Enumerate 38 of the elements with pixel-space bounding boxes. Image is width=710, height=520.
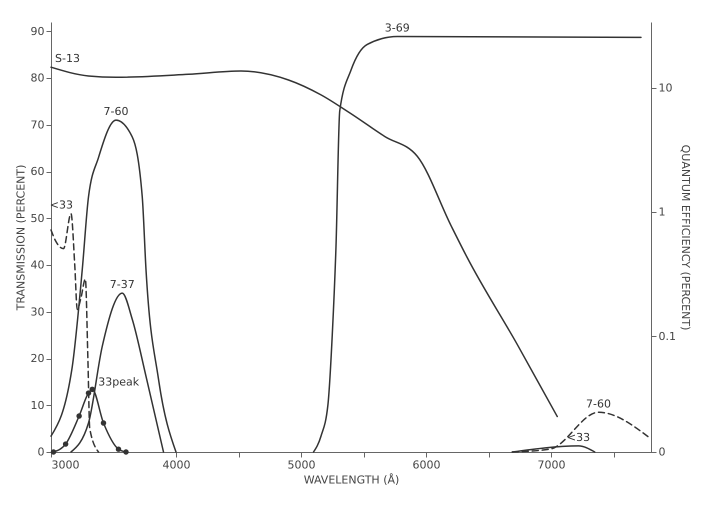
series-label: 7-60 <box>104 105 128 118</box>
series-label: 7-37 <box>110 278 135 292</box>
point <box>90 386 95 392</box>
series-label: 33peak <box>98 375 140 388</box>
x-tick-label: 6000 <box>412 458 440 472</box>
point <box>123 449 129 455</box>
y-tick-label: 50 <box>30 212 44 225</box>
y2-tick-label: 0 <box>658 446 666 458</box>
y2-tick-label: 1 <box>658 206 666 219</box>
y-tick-label: 70 <box>30 118 44 132</box>
y-axis-title: TRANSMISSION (PERCENT) <box>14 164 28 312</box>
x-tick-label: 5000 <box>288 458 316 472</box>
point <box>116 446 122 452</box>
y-tick-label: 80 <box>30 72 44 85</box>
series-label: 3-69 <box>384 21 410 34</box>
point <box>86 390 92 396</box>
point <box>62 441 68 447</box>
y2-axis-title: QUANTUM EFFICIENCY (PERCENT) <box>678 144 692 330</box>
line-series <box>50 119 177 453</box>
y-tick-label: 30 <box>30 305 44 318</box>
y2-tick-label: 0.1 <box>658 330 676 343</box>
point <box>100 420 106 426</box>
x-tick-label: 3000 <box>52 458 80 472</box>
y2-tick-label: 10 <box>658 81 672 94</box>
point <box>76 413 82 419</box>
y-tick-label: 20 <box>30 352 44 366</box>
series-label: S-13 <box>55 52 80 66</box>
x-axis-title: WAVELENGTH (Å) <box>304 472 400 486</box>
series-label: <33 <box>566 430 590 444</box>
y-tick-label: 10 <box>30 398 44 412</box>
series-label: 7-60 <box>586 397 611 410</box>
y-tick-label: 90 <box>30 24 44 38</box>
y-tick-label: 0 <box>38 446 44 458</box>
y-tick-label: 40 <box>30 258 44 272</box>
y-tick-label: 60 <box>30 165 44 178</box>
x-tick-label: 4000 <box>162 458 190 472</box>
point <box>50 449 56 455</box>
x-tick-label: 7000 <box>538 458 566 472</box>
